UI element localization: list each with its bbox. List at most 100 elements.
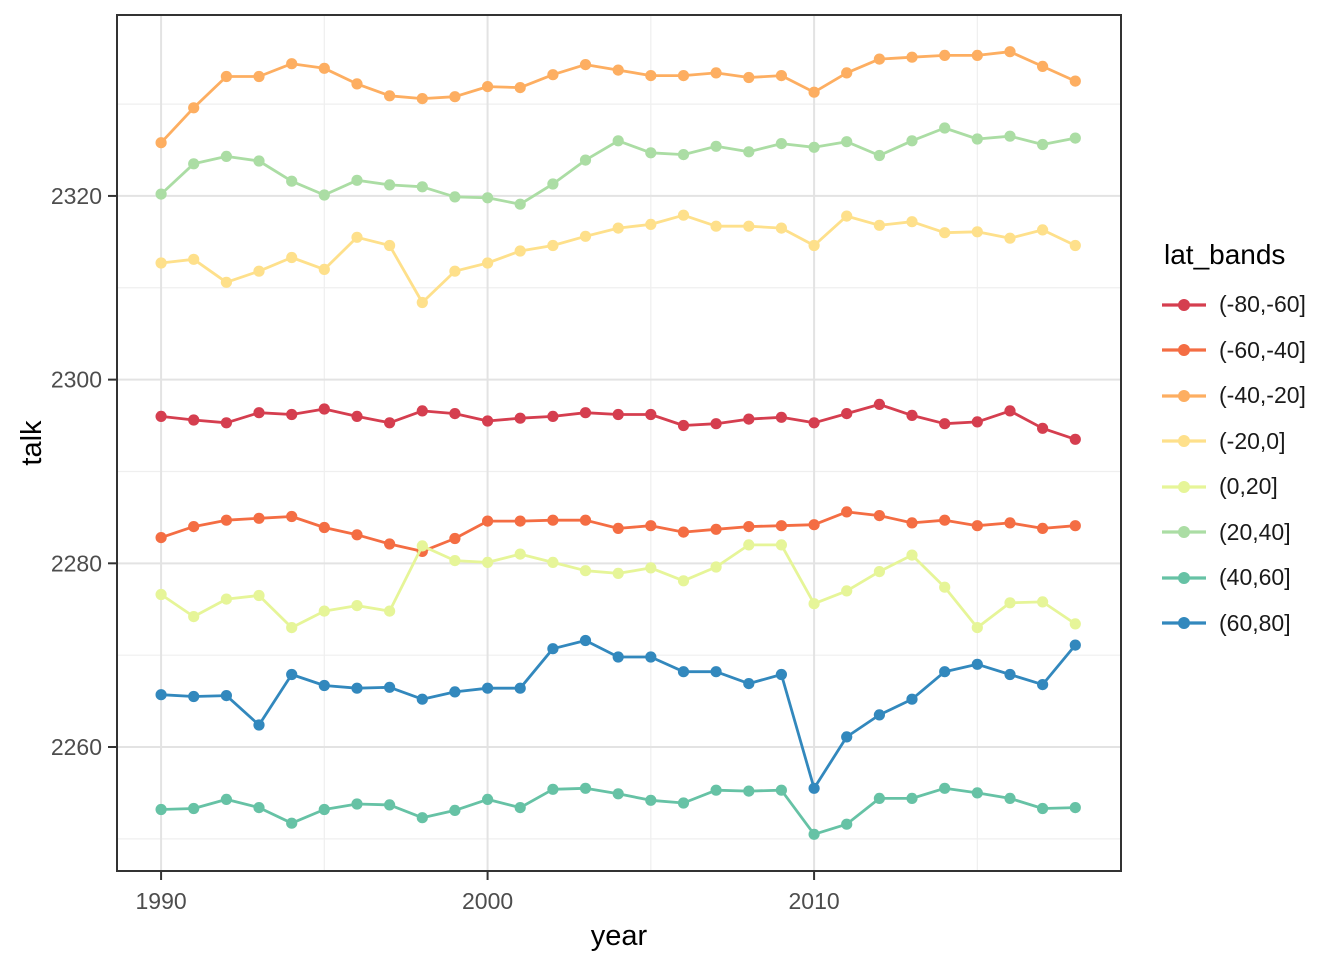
data-point [645,562,657,574]
data-point [808,782,820,794]
data-point [253,719,265,731]
legend-item-label: (-80,-60] [1219,291,1306,318]
data-point [384,681,396,693]
data-point [1037,138,1049,151]
data-point [612,522,624,535]
data-point [482,192,494,204]
y-tick-label: 2280 [51,550,102,576]
data-point [318,605,330,617]
data-point [384,90,396,102]
data-point [1069,132,1081,144]
data-point [449,532,461,545]
data-point [1004,46,1016,58]
data-point [318,803,330,816]
x-tick-label: 1990 [135,888,186,914]
gridlines-major [117,15,1121,871]
data-point [220,70,232,83]
data-point [188,802,200,815]
data-point [482,257,494,269]
data-point [971,787,983,799]
data-point [384,538,396,550]
data-point [939,122,951,134]
data-point [253,512,265,524]
data-point [547,783,559,795]
data-point [710,220,722,232]
axes: 1990 2000 2010 2260 2280 2300 2320 [51,183,840,914]
data-point [645,408,657,421]
legend-items: (-80,-60] (-60,-40] (-40,-20] (-20,0] (0,20]… [1162,282,1306,646]
legend-key-point [1178,617,1190,630]
data-point [482,556,494,569]
data-point [188,690,200,703]
data-point [1004,517,1016,529]
data-point [939,227,951,239]
data-point [677,419,690,432]
data-point [514,548,526,560]
data-point [677,209,690,221]
data-point [645,70,657,82]
data-point [253,407,265,419]
x-axis-title: year [590,920,648,952]
y-tick-label: 2260 [51,734,102,760]
data-point [482,793,494,806]
data-point [1004,597,1016,609]
data-point [743,71,755,84]
data-point [384,417,396,429]
legend-item-4: (0,20] [1162,464,1306,510]
data-point [449,686,461,698]
data-point [710,67,722,79]
data-point [449,91,461,103]
data-point [416,405,428,417]
x-tick-label: 2000 [462,888,513,914]
legend-key-point [1178,571,1190,584]
data-point [939,581,951,593]
data-point [775,668,788,681]
series-5 [155,122,1081,210]
data-point [612,788,624,800]
legend-item-1: (-60,-40] [1162,328,1306,374]
legend-item-label: (0,20] [1219,473,1278,500]
data-point [351,682,363,694]
data-point [808,86,820,98]
data-point [710,784,722,796]
data-point [1069,239,1081,252]
data-point [155,410,167,422]
data-point [547,556,559,569]
data-point [286,817,298,829]
legend-key-icon [1162,617,1206,630]
series-7 [155,634,1081,794]
data-point [808,519,820,531]
data-point [482,682,494,694]
legend-item-5: (20,40] [1162,510,1306,556]
data-point [710,140,722,152]
data-point [155,689,167,701]
data-point [482,415,494,427]
data-point [416,296,428,309]
data-point [612,408,624,421]
data-point [612,651,624,663]
data-point [939,418,951,430]
data-point [841,731,853,743]
data-point [155,803,167,816]
data-point [318,403,330,415]
data-point [579,565,592,577]
data-point [318,189,330,201]
data-point [743,146,755,158]
data-point [416,181,428,193]
legend-key-point [1178,480,1190,493]
data-point [677,70,690,82]
data-point [286,251,298,264]
data-point [906,409,918,421]
data-point [1004,232,1016,244]
data-point [873,566,886,578]
data-point [775,70,788,82]
data-point [775,411,788,423]
data-point [286,668,298,681]
legend-item-label: (-20,0] [1219,427,1286,454]
data-point [873,509,886,522]
data-point [351,78,363,90]
data-point [808,141,820,153]
data-point [775,539,788,551]
data-point [906,135,918,147]
data-point [579,634,592,647]
